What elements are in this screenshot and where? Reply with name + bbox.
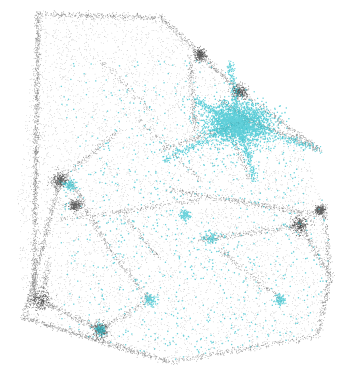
highlight-point-layer	[59, 60, 329, 360]
highlight-main-cluster	[162, 60, 323, 182]
